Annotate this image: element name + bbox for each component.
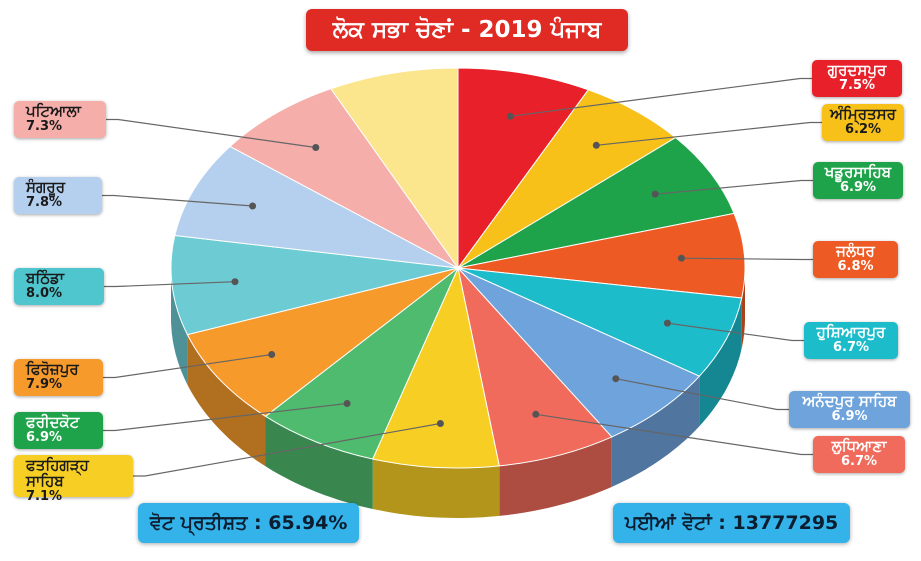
slice-percent: 6.9% [26,430,63,445]
leader-line-1 [596,121,822,146]
slice-label-9: ਫਿਰੋਜ਼ਪੁਰ 7.9% [14,359,103,396]
slice-percent: 6.2% [844,122,882,137]
leader-dot-10 [231,278,239,286]
slice-name: ਜਲੰਧਰ [836,242,875,260]
slice-label-2: ਖਡੂਰਸਾਹਿਬ 6.9% [813,162,903,199]
pie-slice-7 [371,266,500,469]
pie-slice-3 [457,212,746,299]
slice-label-0: ਗੁਰਦਸਪੁਰ 7.5% [812,60,902,97]
pie-slice-10 [170,234,459,336]
slice-label-7: ਫਤਹਿਗੜ੍ਹ ਸਾਹਿਬ 7.1% [14,455,133,504]
leader-dot-1 [592,141,600,149]
slice-name: ਹੁਸ਼ਿਆਰਪੁਰ [816,323,886,341]
slice-name: ਫਰੀਦਕੋਟ [26,413,80,431]
leader-line-12 [106,118,316,149]
pie-slice-4 [457,267,743,377]
slice-name: ਫਤਹਿਗੜ੍ਹ ਸਾਹਿਬ [26,456,89,490]
slice-name: ਫਿਰੋਜ਼ਪੁਰ [26,360,79,378]
slice-label-6: ਲੁਧਿਆਣਾ 6.7% [813,436,905,473]
slice-percent: 6.8% [837,259,874,274]
pie-slice-2 [457,136,735,269]
leader-dot-5 [612,375,620,383]
slice-label-8: ਫਰੀਦਕੋਟ 6.9% [14,412,103,449]
leader-line-9 [103,353,272,379]
slice-label-10: ਬਠਿੰਡਾ 8.0% [14,268,104,305]
slice-side-10 [171,268,188,385]
slice-percent: 7.5% [838,78,876,93]
chart-title: ਲੋਕ ਸਭਾ ਚੋਣਾਂ - 2019 ਪੰਜਾਬ [306,9,628,51]
leader-dot-7 [436,420,444,427]
slice-percent: 7.1% [26,489,63,504]
slice-side-7 [372,459,500,518]
pie-slice-0 [457,67,590,270]
leader-line-6 [535,413,813,456]
leader-line-2 [655,179,813,195]
slice-name: ਖਡੂਰਸਾਹਿਬ [824,163,892,181]
total-votes-box: ਪਈਆਂ ਵੋਟਾਂ : 13777295 [613,503,851,543]
pie-slice-13 [330,67,459,270]
slice-side-9 [187,334,266,467]
slice-label-11: ਸੰਗਰੂਰ 7.8% [14,177,102,214]
leader-line-7 [133,422,441,477]
slice-percent: 6.9% [831,409,868,424]
slice-side-5 [611,376,700,487]
pie-slice-11 [174,145,459,269]
leader-dot-2 [651,190,659,198]
slice-label-3: ਜਲੰਧਰ 6.8% [813,241,898,278]
slice-percent: 6.9% [839,180,877,195]
slice-percent: 7.8% [26,195,63,210]
slice-name: ਅੰਮ੍ਰਿਤਸਰ [830,105,896,123]
leader-dot-3 [677,254,685,262]
leader-line-3 [681,257,813,261]
leader-dot-0 [506,112,514,120]
slice-percent: 8.0% [26,286,63,301]
slice-label-5: ਅਨੰਦਪੁਰ ਸਾਹਿਬ 6.9% [789,391,910,428]
pie-slice-6 [457,266,613,467]
vote-percent-box: ਵੋਟ ਪ੍ਰਤੀਸ਼ਤ : 65.94% [138,503,360,543]
slice-percent: 6.7% [832,340,870,355]
slice-percent: 7.9% [26,377,63,392]
leader-line-11 [102,194,253,207]
slice-name: ਗੁਰਦਸਪੁਰ [827,61,887,79]
slice-label-1: ਅੰਮ੍ਰਿਤਸਰ 6.2% [822,104,904,141]
slice-side-8 [265,416,373,509]
leader-line-8 [103,402,348,432]
slice-side-3 [741,268,745,348]
pie-slice-12 [229,88,459,269]
leader-dot-9 [268,351,276,358]
slice-name: ਅਨੰਦਪੁਰ ਸਾਹਿਬ [802,392,897,410]
leader-dot-6 [532,410,540,418]
pie-slice-8 [264,267,459,460]
slice-label-4: ਹੁਸ਼ਿਆਰਪੁਰ 6.7% [804,322,898,359]
pie-slice-5 [457,267,701,438]
leader-dot-11 [249,202,257,210]
slice-percent: 7.3% [26,119,63,134]
slice-name: ਬਠਿੰਡਾ [26,269,65,287]
slice-percent: 6.7% [840,454,878,469]
leader-line-10 [104,281,236,288]
leader-line-5 [615,378,789,411]
leader-dot-8 [343,400,351,407]
slice-label-12: ਪਟਿਆਲਾ 7.3% [14,101,106,138]
leader-line-4 [667,322,804,342]
leader-line-0 [510,77,812,117]
leader-dot-4 [663,319,671,327]
vote-percent-text: ਵੋਟ ਪ੍ਰਤੀਸ਼ਤ : 65.94% [150,512,348,534]
slice-name: ਪਟਿਆਲਾ [26,102,81,120]
leader-dot-12 [312,144,320,151]
slice-side-6 [499,436,612,516]
slice-name: ਸੰਗਰੂਰ [26,178,66,196]
slice-name: ਲੁਧਿਆਣਾ [831,437,887,455]
total-votes-text: ਪਈਆਂ ਵੋਟਾਂ : 13777295 [625,512,839,534]
